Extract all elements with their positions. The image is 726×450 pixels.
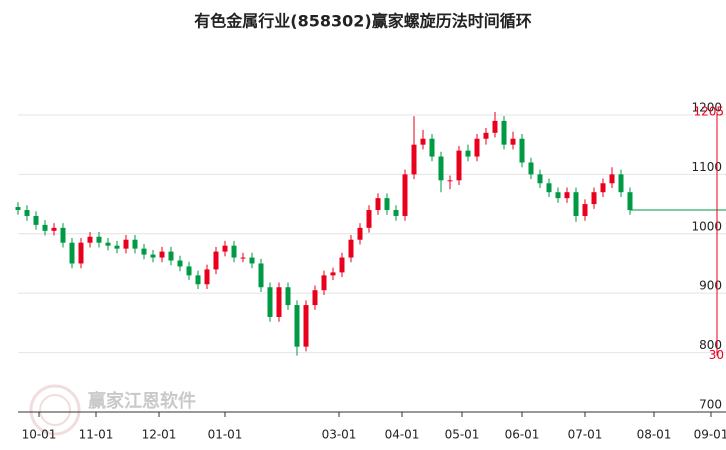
candle-body — [537, 174, 543, 184]
x-tick-label: 07-01 — [568, 428, 603, 442]
candle-body — [177, 260, 183, 267]
x-tick-label: 12-01 — [142, 428, 177, 442]
candle-body — [105, 242, 111, 246]
candle-body — [501, 120, 507, 145]
chart-title: 有色金属行业(858302)赢家螺旋历法时间循环 — [194, 12, 531, 31]
candle-body — [600, 183, 606, 193]
candle-body — [267, 287, 273, 317]
candle-body — [60, 227, 66, 243]
candle-body — [141, 248, 147, 255]
candle-body — [24, 210, 30, 216]
candle-body — [276, 287, 282, 317]
candle-body — [456, 150, 462, 181]
x-tick-label: 11-01 — [79, 428, 114, 442]
candle-body — [249, 257, 255, 264]
candle-body — [285, 287, 291, 306]
candle-body — [123, 239, 129, 249]
candle-body — [348, 239, 354, 258]
cycle-label: 30 — [709, 348, 724, 362]
x-tick-label: 10-01 — [22, 428, 57, 442]
candle-body — [69, 242, 75, 264]
candle-body — [294, 305, 300, 347]
candle-body — [195, 275, 201, 285]
candle-body — [258, 263, 264, 288]
candle-body — [168, 251, 174, 261]
candle-body — [339, 257, 345, 273]
candle-body — [150, 254, 156, 258]
candle-body — [429, 138, 435, 157]
y-tick-label: 1100 — [691, 160, 722, 174]
candle-body — [321, 275, 327, 291]
candle-body — [303, 305, 309, 347]
candle-body — [186, 266, 192, 276]
x-tick-label: 09-01 — [694, 428, 726, 442]
candle-body — [447, 180, 453, 182]
candle-body — [204, 269, 210, 285]
candle-body — [483, 132, 489, 139]
y-tick-label: 700 — [699, 398, 722, 412]
candle-body — [222, 245, 228, 252]
candle-body — [474, 138, 480, 157]
watermark-logo — [29, 384, 81, 436]
y-tick-label: 900 — [699, 279, 722, 293]
candle-body — [132, 239, 138, 249]
candle-body — [564, 192, 570, 199]
candle-body — [15, 207, 21, 211]
candle-body — [78, 242, 84, 264]
cycle-label: 1205 — [693, 104, 724, 118]
candle-body — [33, 215, 39, 225]
y-tick-label: 1000 — [691, 219, 722, 233]
candle-body — [375, 198, 381, 211]
candle-body — [519, 138, 525, 163]
candle-body — [573, 192, 579, 216]
candle-body — [51, 227, 57, 231]
candle-body — [438, 156, 444, 181]
candle-body — [357, 227, 363, 240]
candle-body — [402, 174, 408, 216]
candle-body — [213, 251, 219, 270]
candle-body — [159, 251, 165, 258]
candle-body — [582, 204, 588, 216]
x-tick-label: 03-01 — [322, 428, 357, 442]
y-tick-label: 800 — [699, 338, 722, 352]
x-tick-label: 08-01 — [637, 428, 672, 442]
candle-body — [555, 192, 561, 199]
candle-body — [240, 257, 246, 259]
candle-body — [42, 224, 48, 231]
candle-body — [627, 192, 633, 211]
y-tick-label: 1200 — [691, 100, 722, 114]
candle-body — [330, 272, 336, 276]
x-tick-label: 01-01 — [208, 428, 243, 442]
candle-body — [510, 138, 516, 145]
candle-body — [231, 245, 237, 258]
candle-body — [546, 183, 552, 193]
candle-body — [609, 174, 615, 184]
candle-body — [492, 120, 498, 133]
candle-body — [591, 192, 597, 205]
x-tick-label: 04-01 — [385, 428, 420, 442]
candle-body — [87, 236, 93, 243]
candle-body — [114, 245, 120, 249]
candle-body — [528, 162, 534, 175]
candle-body — [618, 174, 624, 193]
candle-body — [366, 210, 372, 228]
candle-body — [96, 236, 102, 243]
x-tick-label: 05-01 — [445, 428, 480, 442]
candle-body — [411, 144, 417, 175]
candle-body — [312, 290, 318, 306]
candle-body — [420, 138, 426, 145]
candle-body — [384, 198, 390, 211]
candle-body — [465, 150, 471, 157]
watermark: 赢家江恩软件 — [88, 390, 196, 412]
x-tick-label: 06-01 — [505, 428, 540, 442]
candle-body — [393, 210, 399, 216]
